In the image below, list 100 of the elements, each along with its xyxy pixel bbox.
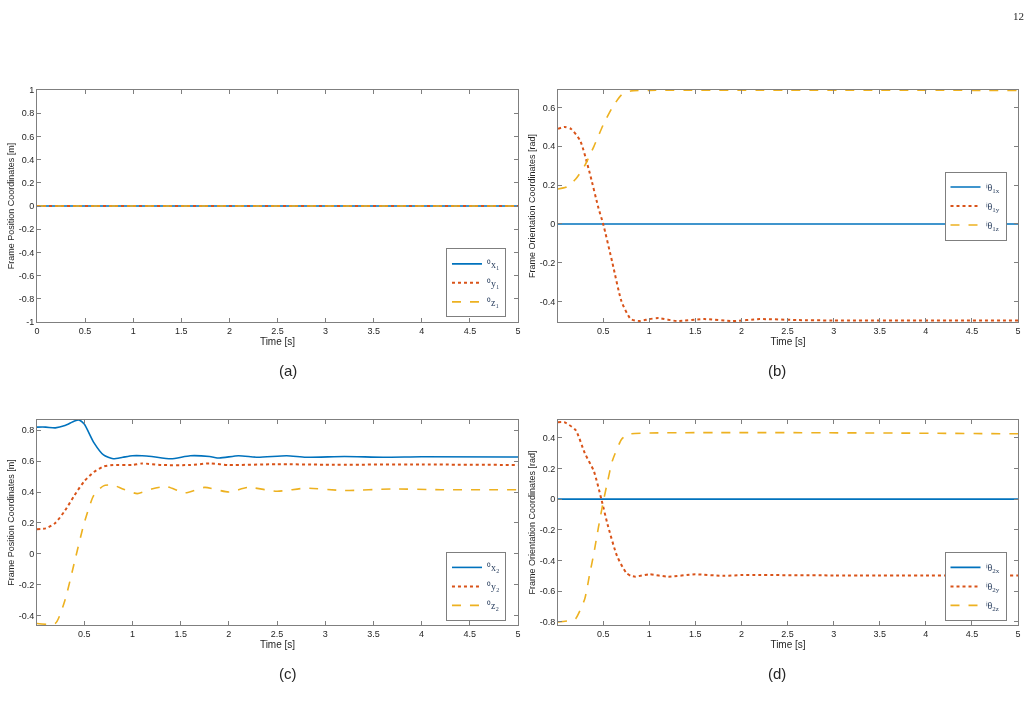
- y-tick-label: 0: [550, 219, 556, 230]
- legend-label: ⁱθ$_{2x}$: [985, 562, 1000, 576]
- x-tick-label: 0.5: [596, 628, 610, 639]
- legend-label: ⁰y₂: [486, 581, 500, 593]
- x-tick-label: 2: [226, 325, 232, 336]
- y-tick-label: 0.6: [21, 131, 35, 142]
- x-tick-label: 1.5: [174, 628, 187, 639]
- y-axis-title: Frame Position Coordinates [m]: [6, 142, 17, 270]
- x-tick-label: 3: [323, 325, 329, 336]
- y-tick-label: -0.2: [18, 224, 35, 235]
- y-tick-label: 0.4: [542, 432, 556, 443]
- x-tick-label: 1.5: [689, 628, 702, 639]
- x-tick-label: 4.5: [965, 628, 979, 639]
- x-tick-label: 4: [419, 628, 425, 639]
- y-tick-label: -0.6: [18, 270, 35, 281]
- y-tick-label: -0.2: [18, 579, 35, 590]
- x-tick-label: 2: [226, 628, 232, 639]
- x-axis-title: Time [s]: [770, 335, 806, 347]
- x-tick-label: 2.5: [781, 628, 794, 639]
- text: (a): [279, 362, 298, 379]
- line-series: [37, 462, 518, 531]
- y-tick-label: -0.8: [539, 617, 556, 628]
- y-tick-label: -0.2: [539, 524, 556, 535]
- legend-label: ⁱθ$_{2y}$: [985, 581, 1000, 595]
- x-tick-label: 4: [923, 325, 929, 336]
- y-tick-label: 0: [550, 494, 556, 505]
- line-series: [37, 420, 518, 460]
- x-tick-label: 3: [322, 628, 328, 639]
- y-tick-label: 0.4: [21, 487, 35, 498]
- y-tick-label: -1: [26, 317, 35, 328]
- y-tick-label: 0.4: [21, 154, 35, 165]
- y-tick-label: 0.2: [21, 177, 35, 188]
- y-tick-label: -0.4: [18, 610, 35, 621]
- y-tick-label: 0: [29, 549, 35, 560]
- y-tick-label: 0.2: [542, 463, 556, 474]
- x-tick-label: 1: [646, 325, 652, 336]
- x-tick-label: 1.5: [175, 325, 188, 336]
- x-axis-title: Time [s]: [770, 638, 806, 650]
- legend-label: ⁱθ$_{1x}$: [985, 181, 1000, 195]
- y-tick-label: 0.8: [21, 425, 35, 436]
- x-tick-label: 4.5: [463, 325, 477, 336]
- x-tick-label: 2: [738, 628, 744, 639]
- legend-label: ⁰z₁: [486, 296, 499, 308]
- legend-label: ⁱθ$_{2z}$: [985, 600, 999, 614]
- text: (c): [279, 665, 297, 682]
- y-tick-label: -0.8: [18, 293, 35, 304]
- line-series: [558, 421, 1018, 578]
- y-axis-title: Frame Position Coordinates [m]: [6, 459, 17, 586]
- x-tick-label: 2: [738, 325, 744, 336]
- x-tick-label: 1: [129, 628, 135, 639]
- x-tick-label: 3.5: [367, 628, 380, 639]
- x-tick-label: 0.5: [596, 325, 610, 336]
- x-tick-label: 5: [515, 325, 521, 336]
- x-tick-label: 4.5: [463, 628, 477, 639]
- y-tick-label: 0.4: [542, 141, 556, 152]
- x-tick-label: 5: [1015, 325, 1021, 336]
- y-tick-label: 0.2: [542, 180, 556, 191]
- x-tick-label: 0.5: [77, 628, 91, 639]
- text: 12: [1013, 10, 1024, 22]
- text: (b): [768, 362, 787, 379]
- y-tick-label: 0.6: [542, 102, 556, 113]
- x-tick-label: 4: [923, 628, 929, 639]
- legend-label: ⁱθ$_{1y}$: [985, 200, 1000, 214]
- x-tick-label: 2.5: [781, 325, 794, 336]
- y-tick-label: 0.8: [21, 108, 35, 119]
- y-tick-label: 0: [29, 201, 35, 212]
- x-tick-label: 2.5: [271, 325, 284, 336]
- x-axis-title: Time [s]: [259, 638, 296, 650]
- line-series: [558, 125, 1018, 322]
- legend-label: ⁱθ$_{1z}$: [985, 219, 999, 233]
- y-axis-title: Frame Orientation Coordinates [rad]: [527, 450, 538, 595]
- line-series: [37, 484, 518, 625]
- y-tick-label: -0.4: [539, 555, 556, 566]
- y-tick-label: 0.2: [21, 518, 35, 529]
- x-tick-label: 1.5: [689, 325, 702, 336]
- y-tick-label: 0.6: [21, 456, 35, 467]
- x-tick-label: 5: [515, 628, 521, 639]
- x-axis-title: Time [s]: [259, 335, 296, 347]
- y-tick-label: -0.4: [539, 296, 556, 307]
- x-tick-label: 0.5: [78, 325, 92, 336]
- legend-label: ⁰x₂: [486, 562, 500, 574]
- x-tick-label: 5: [1015, 628, 1021, 639]
- y-axis-title: Frame Orientation Coordinates [rad]: [527, 133, 538, 279]
- x-tick-label: 3: [831, 325, 837, 336]
- x-tick-label: 1: [130, 325, 136, 336]
- text: (d): [768, 665, 787, 682]
- legend-label: ⁰z₂: [486, 600, 499, 612]
- y-tick-label: -0.2: [539, 257, 556, 268]
- x-tick-label: 3.5: [873, 325, 886, 336]
- legend-label: ⁰y₁: [486, 277, 500, 289]
- legend-label: ⁰x₁: [486, 258, 500, 270]
- x-tick-label: 2.5: [270, 628, 284, 639]
- y-tick-label: -0.6: [539, 586, 556, 597]
- x-tick-label: 4.5: [965, 325, 979, 336]
- x-tick-label: 4: [419, 325, 425, 336]
- x-tick-label: 3.5: [367, 325, 380, 336]
- y-tick-label: -0.4: [18, 247, 35, 258]
- x-tick-label: 3.5: [873, 628, 886, 639]
- x-tick-label: 3: [831, 628, 837, 639]
- x-tick-label: 1: [646, 628, 652, 639]
